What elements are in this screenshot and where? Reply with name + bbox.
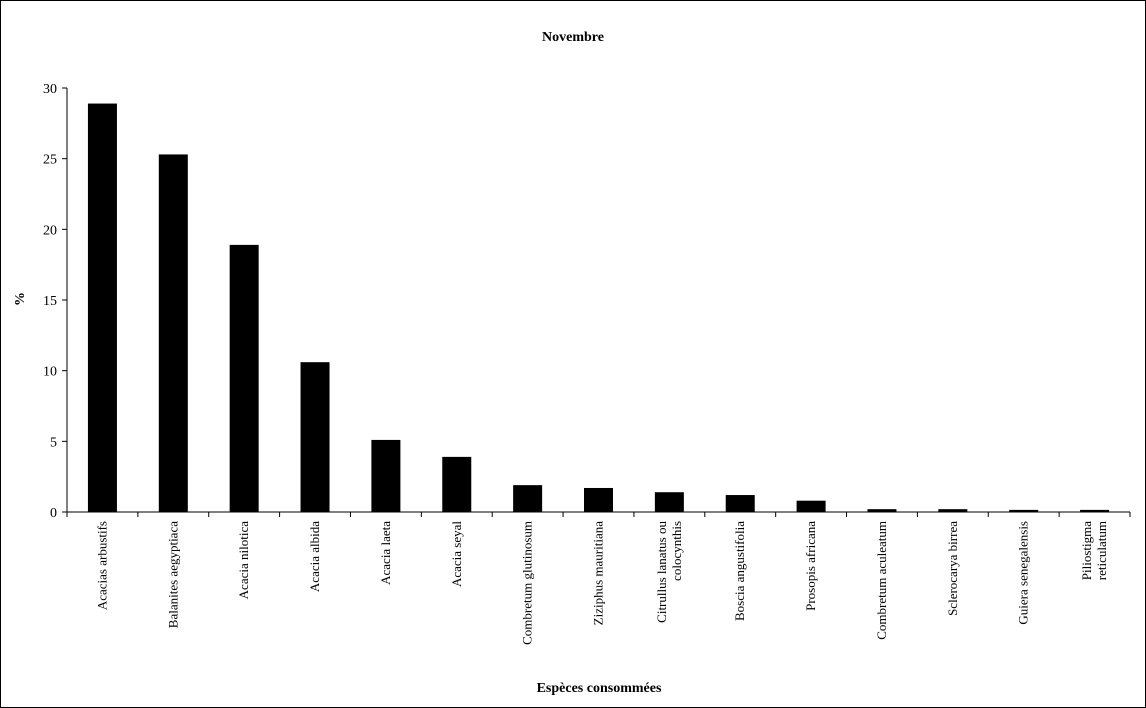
y-tick-label: 20 bbox=[43, 223, 57, 238]
y-tick-label: 25 bbox=[43, 153, 57, 168]
category-label: Boscia angustifolia bbox=[732, 521, 747, 621]
bar bbox=[442, 456, 472, 512]
y-tick-label: 15 bbox=[43, 294, 57, 309]
category-label: Acacias arbustifs bbox=[94, 521, 109, 610]
y-tick-label: 0 bbox=[50, 506, 57, 521]
bar bbox=[87, 103, 117, 513]
category-label: Acacia seyal bbox=[449, 521, 464, 587]
plot-area: 0 5 10 15 20 25 30 Acacias arbustifs Balanites a… bbox=[43, 82, 1131, 645]
bar bbox=[867, 509, 897, 512]
category-label: Sclerocarya birrea bbox=[945, 521, 960, 616]
bar bbox=[1009, 509, 1039, 512]
category-label: Combretum aculeatum bbox=[874, 521, 889, 640]
bar bbox=[300, 362, 330, 512]
x-axis-title: Espèces consommées bbox=[537, 681, 662, 696]
bar bbox=[371, 439, 401, 512]
chart-title: Novembre bbox=[542, 30, 604, 45]
bar bbox=[158, 154, 188, 512]
category-label: Prosopis africana bbox=[803, 521, 818, 611]
category-label: Piliostigma bbox=[1079, 521, 1094, 580]
y-tick-label: 5 bbox=[50, 435, 57, 450]
y-axis-title: % bbox=[13, 292, 28, 306]
y-tick-label: 30 bbox=[43, 82, 57, 97]
category-label: reticulatum bbox=[1094, 521, 1109, 580]
bar bbox=[584, 487, 613, 512]
category-label: Acacia nilotica bbox=[236, 521, 251, 600]
bar bbox=[796, 500, 826, 512]
category-label: Guiera senegalensis bbox=[1016, 521, 1031, 625]
category-label: Balanites aegyptiaca bbox=[165, 521, 180, 628]
bar bbox=[654, 492, 684, 512]
category-label: Combretum glutinosum bbox=[520, 521, 535, 645]
category-label: Acacia laeta bbox=[378, 521, 393, 585]
category-label: colocynthis bbox=[669, 521, 684, 581]
bar bbox=[1080, 509, 1110, 512]
bar bbox=[725, 495, 755, 512]
y-tick-label: 10 bbox=[43, 365, 57, 380]
bar bbox=[938, 509, 968, 512]
bar bbox=[513, 485, 543, 512]
category-label: Citrullus lanatus ou bbox=[654, 521, 669, 623]
category-label: Acacia albida bbox=[307, 521, 322, 592]
category-label: Ziziphus mauritiana bbox=[591, 521, 606, 626]
bar bbox=[229, 244, 259, 512]
